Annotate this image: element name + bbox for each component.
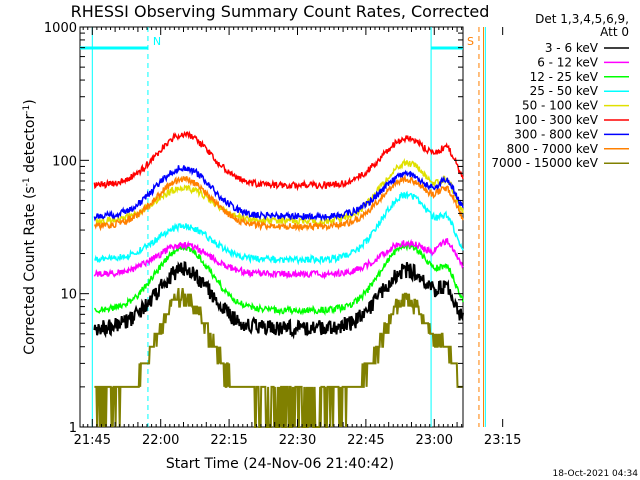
- legend-label: 3 - 6 keV: [545, 41, 599, 55]
- legend-label: 25 - 50 keV: [530, 84, 599, 98]
- series-line: [93, 173, 464, 233]
- legend-header-line: Det 1,3,4,5,6,9,: [535, 12, 629, 26]
- legend-label: 12 - 25 keV: [530, 70, 599, 84]
- legend-label: 50 - 100 keV: [522, 99, 599, 113]
- series-line: [93, 157, 464, 227]
- series-layer: [93, 130, 464, 428]
- y-axis-label-sup: -1: [22, 177, 32, 186]
- y-tick-label: 100: [52, 154, 77, 169]
- series-line: [93, 238, 464, 280]
- x-tick-label: 22:30: [279, 433, 316, 448]
- legend-label: 6 - 12 keV: [537, 55, 599, 69]
- y-axis: 1 10 100 1000: [44, 21, 463, 436]
- x-axis-label: Start Time (24-Nov-06 21:40:42): [166, 456, 394, 472]
- y-tick-label: 1000: [44, 21, 77, 36]
- legend-label: 7000 - 15000 keV: [491, 156, 598, 170]
- y-axis-label-sup: -1: [22, 105, 32, 114]
- x-tick-label: 23:15: [484, 433, 521, 448]
- y-axis-label-part: ): [22, 99, 38, 104]
- y-tick-label: 1: [69, 421, 77, 436]
- x-tick-label: 22:45: [347, 433, 384, 448]
- y-axis-label: Corrected Count Rate (s-1 detector-1): [22, 99, 38, 354]
- series-line: [93, 239, 464, 317]
- x-tick-label: 21:45: [74, 433, 111, 448]
- y-axis-label-part: detector: [22, 114, 38, 178]
- legend-label: 300 - 800 keV: [514, 127, 598, 141]
- x-tick-label: 22:00: [142, 433, 179, 448]
- series-line: [93, 260, 464, 340]
- x-axis: 21:45 22:00 22:15 22:30 22:45 23:00 23:15: [74, 27, 521, 448]
- chart-title: RHESSI Observing Summary Count Rates, Co…: [71, 2, 490, 21]
- y-tick-label: 10: [60, 288, 77, 303]
- x-tick-label: 22:15: [210, 433, 247, 448]
- y-axis-label-part: Corrected Count Rate (s: [22, 186, 38, 354]
- legend-header-line: Att 0: [600, 25, 629, 39]
- x-tick-label: 23:00: [416, 433, 453, 448]
- series-line: [94, 190, 464, 266]
- saa-marker-label: N: [153, 35, 161, 48]
- plot-frame: [79, 26, 464, 428]
- series-line: [94, 287, 463, 428]
- series-line: [93, 130, 464, 192]
- legend-label: 100 - 300 keV: [514, 113, 598, 127]
- series-line: [93, 165, 464, 222]
- footer-timestamp: 18-Oct-2021 04:34: [553, 469, 639, 479]
- saa-marker-label: S: [467, 35, 474, 48]
- legend-label: 800 - 7000 keV: [507, 142, 599, 156]
